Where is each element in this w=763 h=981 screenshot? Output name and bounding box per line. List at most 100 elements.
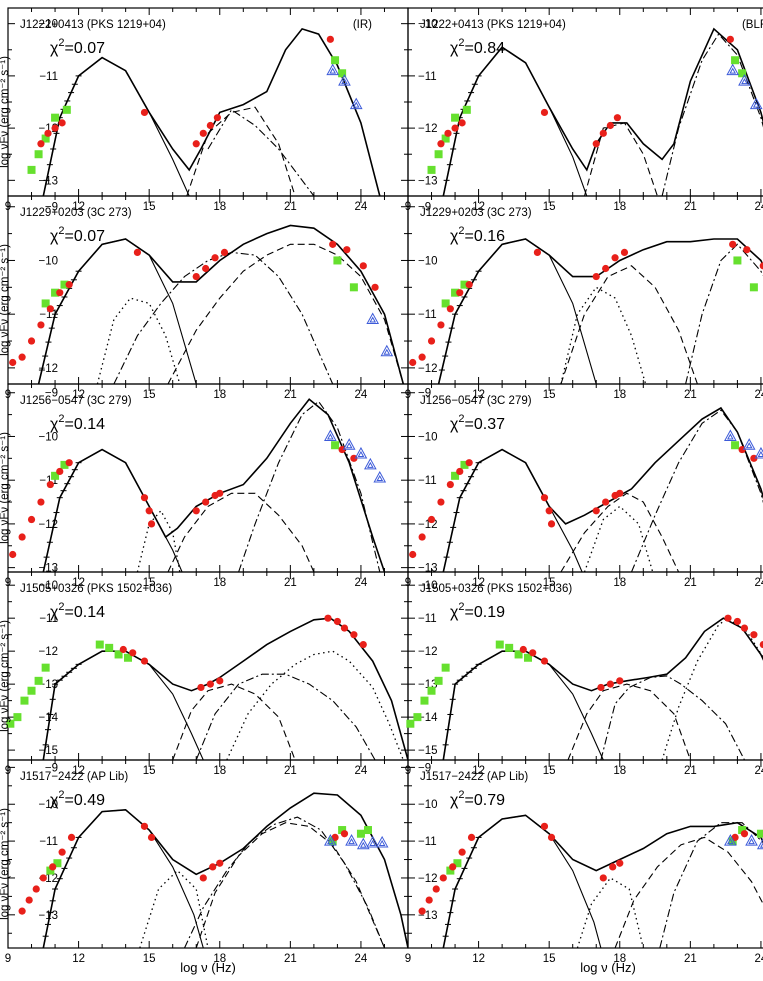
chi-value: =0.16 — [465, 228, 506, 245]
data-point — [18, 907, 26, 915]
x-tick-label: 12 — [72, 765, 85, 777]
disk-curve — [583, 505, 654, 572]
ssc-curve — [614, 836, 763, 948]
upper-limit-inner — [345, 442, 353, 449]
data-point — [67, 833, 76, 842]
x-tick-label: 21 — [284, 389, 297, 401]
x-tick-label: 18 — [613, 201, 626, 213]
data-point — [329, 240, 337, 248]
data-point — [192, 140, 200, 148]
archival-point — [460, 460, 469, 469]
total-model-curve — [42, 617, 408, 760]
archival-point — [333, 256, 342, 265]
chi-sup: 2 — [58, 225, 64, 237]
upper-limit-inner — [352, 101, 360, 108]
chi-value: =0.79 — [465, 792, 506, 809]
data-point — [133, 248, 142, 256]
archival-point — [406, 719, 415, 728]
data-point — [340, 624, 349, 632]
upper-limit-inner — [745, 442, 753, 449]
model-curves — [435, 238, 763, 384]
archival-point — [46, 866, 55, 875]
data-point — [533, 248, 542, 256]
archival-point — [451, 113, 460, 122]
disk-curve — [560, 286, 647, 384]
data-point — [519, 645, 527, 654]
x-tick-label: 12 — [472, 765, 485, 777]
archival-point — [749, 283, 758, 292]
y-tick-label: −11 — [39, 613, 58, 625]
chi-sup: 2 — [458, 601, 464, 613]
data-point — [56, 467, 64, 476]
x-tick-label: 24 — [355, 765, 368, 777]
total-model-curve — [37, 224, 405, 384]
x-tick-label: 15 — [543, 389, 556, 401]
sed-panel-7: 9 12 15 18 21 24−15−14−13−12−11−10J1505+0326 … — [0, 571, 409, 777]
chi-symbol: χ — [450, 604, 459, 621]
data-point — [547, 520, 556, 528]
total-model-curve — [437, 238, 763, 384]
external-compton-curve — [113, 251, 334, 384]
y-tick-label: −10 — [38, 431, 58, 443]
y-tick-label: −12 — [38, 646, 58, 658]
archival-point — [451, 288, 460, 297]
data-points — [18, 822, 389, 915]
data-point — [129, 649, 137, 657]
x-tick-label: 21 — [684, 765, 697, 777]
y-tick-label: −15 — [38, 745, 58, 757]
data-point — [529, 649, 537, 657]
archival-point — [731, 441, 740, 450]
data-point — [350, 631, 358, 639]
data-point — [750, 631, 758, 639]
data-point — [740, 830, 749, 838]
upper-limit-inner — [341, 78, 348, 85]
chi-symbol: χ — [50, 792, 59, 809]
y-tick-label: −9 — [418, 202, 431, 214]
data-point — [9, 358, 17, 367]
archival-point — [6, 719, 15, 728]
data-point — [58, 119, 66, 127]
y-axis-label: log νFν (erg cm⁻² s⁻¹) — [0, 808, 11, 920]
x-tick-label: 15 — [143, 577, 156, 589]
data-point — [467, 833, 476, 842]
panel-model: (IR) — [353, 19, 372, 31]
y-tick-label: −11 — [39, 309, 58, 321]
x-tick-label: 21 — [284, 577, 297, 589]
ssc-curve — [167, 243, 404, 384]
data-point — [37, 498, 45, 506]
chi-value: =0.07 — [65, 40, 106, 57]
data-point — [606, 680, 614, 688]
ssc-curve — [583, 122, 658, 196]
x-axis-label: log ν (Hz) — [580, 960, 636, 975]
data-point — [439, 874, 447, 882]
archival-point — [453, 859, 462, 868]
y-tick-label: −13 — [38, 175, 58, 187]
chi-square-label: χ2=0.07 — [50, 225, 105, 245]
y-tick-label: −14 — [418, 712, 438, 724]
y-tick-label: −11 — [418, 475, 437, 487]
archival-point — [27, 165, 36, 174]
synchrotron-curve — [38, 238, 197, 384]
upper-limit-inner — [376, 474, 384, 481]
chi-sup: 2 — [458, 37, 464, 49]
data-point — [545, 507, 553, 515]
archival-point — [34, 150, 43, 159]
data-point — [418, 907, 426, 915]
upper-limit-inner — [369, 316, 377, 323]
data-point — [432, 885, 440, 893]
archival-point — [364, 826, 372, 835]
total-model-curve — [442, 814, 763, 948]
archival-point — [495, 640, 504, 649]
y-tick-label: −9 — [45, 202, 58, 214]
archival-point — [331, 441, 340, 450]
data-point — [540, 657, 549, 665]
archival-point — [356, 829, 365, 838]
ssc-curve — [560, 492, 680, 572]
data-point — [37, 140, 45, 148]
data-point — [140, 494, 149, 502]
archival-point — [460, 280, 469, 289]
upper-limit-marker — [354, 446, 368, 459]
